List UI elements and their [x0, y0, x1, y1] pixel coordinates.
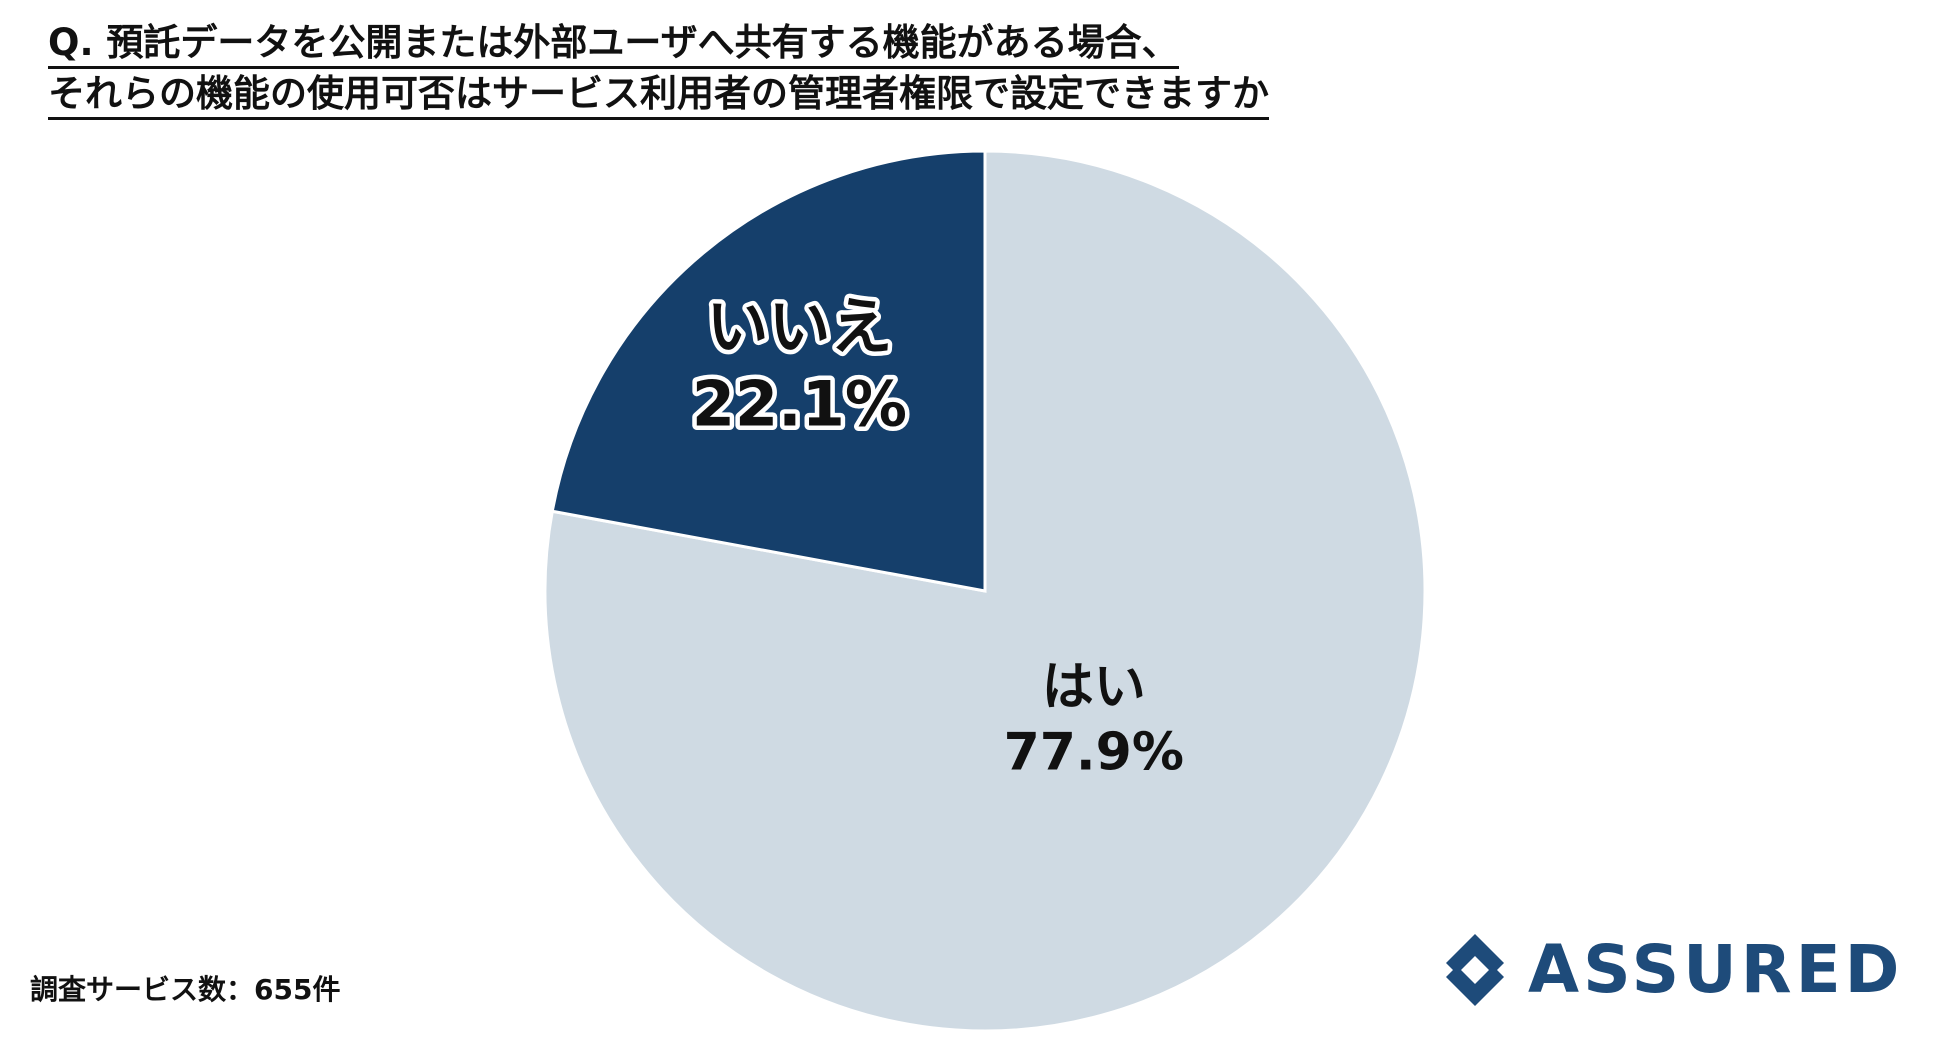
pie-slices: [543, 149, 1427, 1033]
brand-name: ASSURED: [1528, 931, 1904, 1008]
pie-slice-label-no: いいえ: [706, 290, 892, 363]
chart-title-line-2: それらの機能の使用可否はサービス利用者の管理者権限で設定できますか: [48, 71, 1269, 120]
sample-size-note: 調査サービス数：655件: [30, 973, 341, 1006]
assured-logo-icon: [1446, 934, 1504, 1006]
pie-slice-value-yes: 77.9%: [1004, 722, 1184, 782]
pie-slice-no: [550, 149, 987, 593]
pie-slice-label-yes: はい: [1042, 657, 1146, 717]
brand-logo: ASSURED: [1440, 930, 1903, 1010]
chart-title: Q. 預託データを公開または外部ユーザへ共有する機能がある場合、 それらの機能の…: [48, 18, 1269, 120]
pie-slice-value-no: 22.1%: [692, 368, 907, 441]
chart-title-line-1: Q. 預託データを公開または外部ユーザへ共有する機能がある場合、: [48, 20, 1179, 69]
